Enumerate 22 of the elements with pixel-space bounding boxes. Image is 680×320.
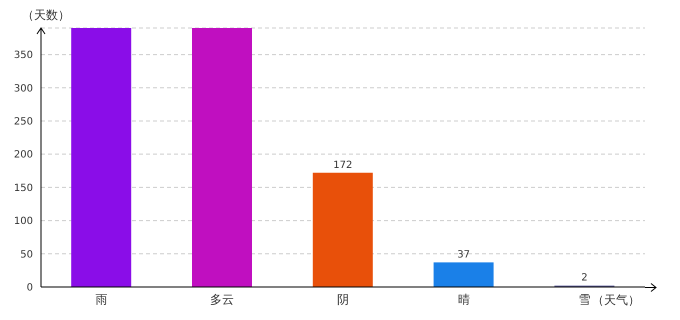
bar — [434, 262, 494, 287]
x-tick-label: 雨 — [95, 292, 108, 307]
x-tick-label: 雪 — [578, 292, 591, 307]
y-tick-label: 200 — [14, 150, 33, 161]
bar — [312, 172, 373, 287]
x-tick-label: 晴 — [458, 292, 470, 307]
y-tick-label: 100 — [14, 216, 33, 228]
y-tick-label: 0 — [26, 282, 33, 294]
y-tick-label: 350 — [14, 50, 33, 62]
y-tick-label: 150 — [14, 182, 33, 194]
data-label: 37 — [457, 249, 470, 260]
data-label: 2 — [581, 272, 588, 284]
y-tick-label: 250 — [14, 116, 33, 128]
y-axis-title: （天数） — [22, 8, 70, 23]
x-tick-label: 多云 — [210, 292, 234, 307]
bar — [192, 28, 252, 287]
bar — [71, 28, 132, 287]
x-axis-title: （天气） — [592, 292, 640, 309]
x-tick-label: 阴 — [337, 292, 349, 307]
y-tick-label: 50 — [20, 249, 33, 260]
y-tick-label: 300 — [14, 83, 33, 94]
data-label: 172 — [333, 160, 352, 171]
